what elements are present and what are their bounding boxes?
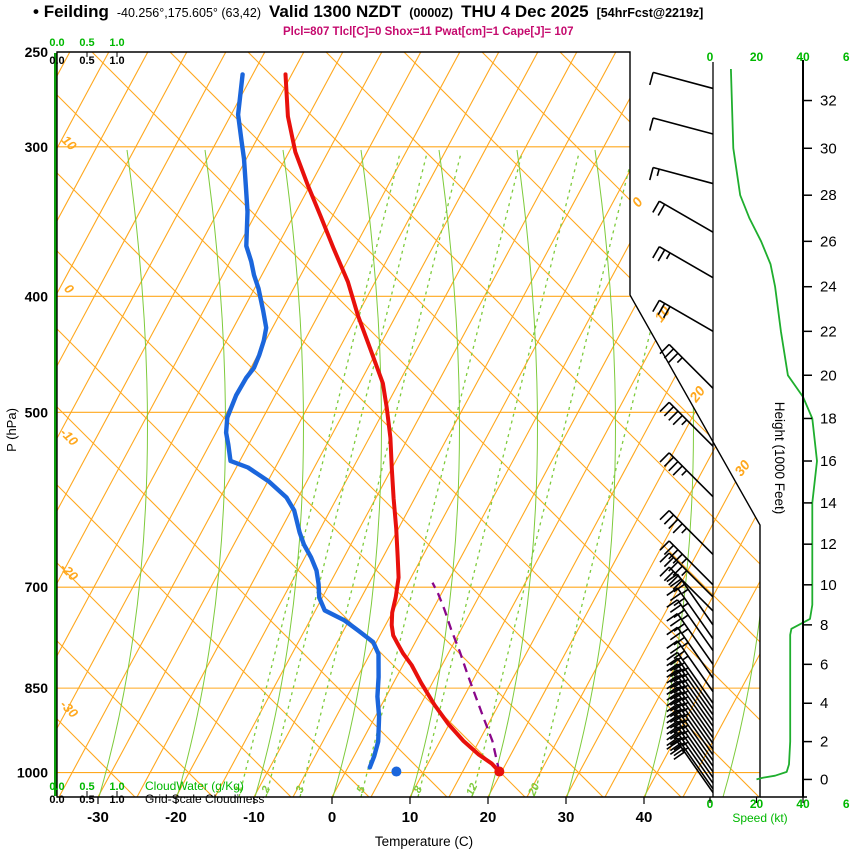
- svg-text:60: 60: [843, 797, 850, 811]
- cloud-scales: 0.00.00.00.00.50.50.50.51.01.01.01.0Clou…: [49, 37, 264, 806]
- valid-time: Valid 1300 NZDT: [269, 2, 402, 21]
- svg-text:700: 700: [25, 579, 49, 595]
- plot-border: [56, 51, 761, 798]
- temperature-axis: -30 -20 -10 0 10 20 30 40 Temperature (C): [87, 797, 652, 849]
- svg-text:30: 30: [558, 809, 575, 826]
- svg-text:28: 28: [820, 187, 837, 204]
- svg-text:2: 2: [259, 784, 273, 796]
- cloudwater-scale-title: CloudWater (g/Kg): [145, 779, 244, 793]
- svg-text:60: 60: [843, 50, 850, 64]
- svg-text:10: 10: [820, 577, 837, 594]
- speed-axis-title: Speed (kt): [732, 811, 787, 825]
- chart-title: • Feilding -40.256°,175.605° (63,42) Val…: [33, 2, 703, 22]
- station-name: • Feilding: [33, 2, 109, 21]
- svg-text:1: 1: [233, 784, 246, 795]
- wind-speed-profile: [730, 68, 818, 781]
- wind-barb-column: [648, 62, 714, 797]
- svg-text:-20: -20: [57, 560, 81, 584]
- mixing-ratio-labels: 1 2 3 5 8 12 20: [233, 781, 543, 799]
- station-coords: -40.256°,175.605° (63,42): [116, 6, 261, 20]
- valid-utc: (0000Z): [409, 6, 454, 20]
- svg-text:3: 3: [294, 784, 307, 795]
- svg-text:1.0: 1.0: [109, 781, 124, 793]
- speed-axis: 00202040406060Speed (kt): [707, 50, 850, 825]
- svg-text:0.5: 0.5: [79, 55, 94, 67]
- temperature-curve: [283, 72, 502, 774]
- svg-text:0.5: 0.5: [79, 781, 94, 793]
- svg-text:0.0: 0.0: [49, 794, 64, 806]
- svg-text:2: 2: [820, 734, 828, 751]
- height-axis-title: Height (1000 Feet): [772, 402, 787, 515]
- svg-text:0.5: 0.5: [79, 794, 94, 806]
- svg-text:22: 22: [820, 323, 837, 340]
- svg-text:8: 8: [412, 784, 426, 795]
- svg-text:850: 850: [25, 680, 49, 696]
- svg-text:0: 0: [707, 797, 714, 811]
- surface-dewpoint-dot: [391, 766, 402, 777]
- svg-text:500: 500: [25, 404, 49, 420]
- svg-text:20: 20: [750, 50, 764, 64]
- svg-text:10: 10: [402, 809, 419, 826]
- svg-text:5: 5: [355, 784, 369, 795]
- svg-text:0: 0: [628, 194, 646, 210]
- svg-text:20: 20: [750, 797, 764, 811]
- svg-text:20: 20: [526, 781, 543, 799]
- svg-text:30: 30: [731, 457, 753, 479]
- svg-text:0: 0: [820, 771, 828, 788]
- svg-text:0: 0: [707, 50, 714, 64]
- svg-text:-10: -10: [243, 809, 265, 826]
- svg-text:1.0: 1.0: [109, 55, 124, 67]
- svg-text:30: 30: [820, 140, 837, 157]
- svg-text:40: 40: [796, 50, 810, 64]
- svg-text:400: 400: [25, 288, 49, 304]
- svg-text:40: 40: [796, 797, 810, 811]
- svg-text:4: 4: [820, 695, 828, 712]
- svg-text:20: 20: [480, 809, 497, 826]
- svg-text:20: 20: [685, 383, 708, 406]
- pressure-axis: 250 300 400 500 700 850 1000 P (hPa): [4, 44, 48, 781]
- svg-text:300: 300: [25, 139, 49, 155]
- svg-text:0.0: 0.0: [49, 55, 64, 67]
- svg-text:0.0: 0.0: [49, 37, 64, 49]
- svg-text:0.0: 0.0: [49, 781, 64, 793]
- stability-indices: Plcl=807 Tlcl[C]=0 Shox=11 Pwat[cm]=1 Ca…: [283, 26, 574, 38]
- temperature-axis-title: Temperature (C): [375, 834, 473, 849]
- svg-text:12: 12: [464, 782, 480, 798]
- svg-text:1.0: 1.0: [109, 37, 124, 49]
- svg-text:16: 16: [820, 453, 837, 470]
- svg-text:0: 0: [328, 809, 336, 826]
- dewpoint-curve: [223, 72, 382, 770]
- svg-text:0: 0: [61, 281, 77, 297]
- grid-lines: [57, 52, 760, 797]
- svg-text:8: 8: [820, 617, 828, 634]
- svg-text:40: 40: [636, 809, 653, 826]
- svg-text:0.5: 0.5: [79, 37, 94, 49]
- svg-text:12: 12: [820, 536, 837, 553]
- svg-text:18: 18: [820, 410, 837, 427]
- svg-text:1000: 1000: [17, 765, 48, 781]
- svg-text:32: 32: [820, 93, 837, 110]
- cloudiness-scale-title: Grid-Scale Cloudiness: [145, 792, 264, 806]
- svg-text:-20: -20: [165, 809, 187, 826]
- svg-text:10: 10: [59, 132, 80, 153]
- parcel-ascent-curve: [431, 582, 501, 772]
- valid-date: THU 4 Dec 2025: [461, 2, 589, 21]
- svg-text:14: 14: [820, 495, 837, 512]
- svg-text:1.0: 1.0: [109, 794, 124, 806]
- pressure-axis-title: P (hPa): [4, 408, 19, 452]
- svg-text:26: 26: [820, 233, 837, 250]
- svg-text:250: 250: [25, 44, 49, 60]
- svg-text:-30: -30: [57, 697, 81, 721]
- svg-text:-30: -30: [87, 809, 109, 826]
- surface-temperature-dot: [494, 766, 505, 777]
- svg-text:24: 24: [820, 279, 837, 296]
- forecast-ref: [54hrFcst@2219z]: [596, 6, 704, 20]
- svg-text:20: 20: [820, 367, 837, 384]
- svg-text:6: 6: [820, 656, 828, 673]
